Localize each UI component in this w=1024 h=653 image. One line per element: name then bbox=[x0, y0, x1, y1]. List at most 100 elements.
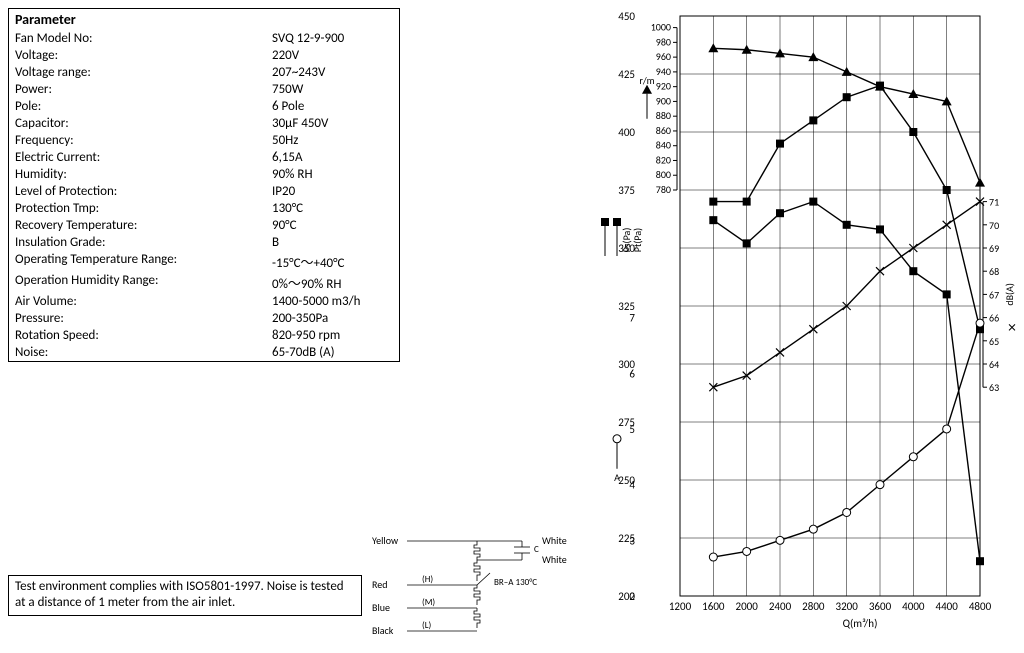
param-value: 65-70dB (A) bbox=[266, 344, 399, 361]
param-value: B bbox=[266, 234, 399, 251]
svg-text:6: 6 bbox=[629, 367, 635, 380]
svg-text:1600: 1600 bbox=[702, 600, 725, 613]
param-label: Operation Humidity Range: bbox=[9, 272, 266, 293]
svg-text:3600: 3600 bbox=[869, 600, 892, 613]
svg-text:5: 5 bbox=[629, 423, 635, 436]
param-value: 6,15A bbox=[266, 149, 399, 166]
param-label: Noise: bbox=[9, 344, 266, 361]
param-value: 130°C bbox=[266, 200, 399, 217]
wiring-label-m: (M) bbox=[422, 597, 435, 608]
svg-text:960: 960 bbox=[656, 50, 671, 63]
param-label: Electric Current: bbox=[9, 149, 266, 166]
wiring-label-blue: Blue bbox=[372, 601, 390, 614]
svg-text:2000: 2000 bbox=[736, 600, 759, 613]
param-row: Humidity:90% RH bbox=[9, 166, 399, 183]
svg-text:70: 70 bbox=[989, 219, 999, 232]
parameter-rows: Fan Model No:SVQ 12-9-900Voltage:220VVol… bbox=[9, 30, 399, 361]
svg-text:4: 4 bbox=[629, 479, 635, 492]
parameter-header: Parameter bbox=[9, 9, 399, 30]
param-row: Voltage:220V bbox=[9, 47, 399, 64]
param-label: Protection Tmp: bbox=[9, 200, 266, 217]
param-label: Capacitor: bbox=[9, 115, 266, 132]
svg-text:400: 400 bbox=[618, 126, 635, 139]
svg-text:Q(m³/h): Q(m³/h) bbox=[843, 617, 878, 630]
param-row: Insulation Grade:B bbox=[9, 234, 399, 251]
wiring-label-c: C bbox=[534, 544, 539, 555]
param-row: Frequency:50Hz bbox=[9, 132, 399, 149]
param-row: Level of Protection:IP20 bbox=[9, 183, 399, 200]
param-label: Frequency: bbox=[9, 132, 266, 149]
svg-text:65: 65 bbox=[989, 335, 999, 348]
svg-text:r/m: r/m bbox=[639, 74, 654, 87]
svg-text:3200: 3200 bbox=[836, 600, 859, 613]
param-row: Capacitor:30μF 450V bbox=[9, 115, 399, 132]
param-label: Voltage: bbox=[9, 47, 266, 64]
param-row: Electric Current:6,15A bbox=[9, 149, 399, 166]
param-row: Pole:6 Pole bbox=[9, 98, 399, 115]
svg-text:7: 7 bbox=[629, 312, 635, 325]
svg-text:980: 980 bbox=[656, 35, 671, 48]
param-value: 1400-5000 m3/h bbox=[266, 293, 399, 310]
param-value: 50Hz bbox=[266, 132, 399, 149]
svg-text:780: 780 bbox=[656, 183, 671, 196]
param-value: 750W bbox=[266, 81, 399, 98]
svg-text:71: 71 bbox=[989, 196, 999, 209]
param-label: Power: bbox=[9, 81, 266, 98]
svg-text:820: 820 bbox=[656, 153, 671, 166]
param-value: 90°C bbox=[266, 217, 399, 234]
param-value: 820-950 rpm bbox=[266, 327, 399, 344]
param-row: Operation Humidity Range:0%～90% RH bbox=[9, 272, 399, 293]
param-value: -15°C～+40°C bbox=[266, 251, 399, 272]
svg-text:880: 880 bbox=[656, 109, 671, 122]
param-label: Operating Temperature Range: bbox=[9, 251, 266, 272]
param-label: Pole: bbox=[9, 98, 266, 115]
param-row: Noise:65-70dB (A) bbox=[9, 344, 399, 361]
svg-text:940: 940 bbox=[656, 65, 671, 78]
svg-text:dB(A): dB(A) bbox=[1003, 283, 1016, 306]
wiring-label-h: (H) bbox=[422, 574, 433, 585]
svg-text:A: A bbox=[614, 471, 620, 484]
param-label: Pressure: bbox=[9, 310, 266, 327]
svg-text:1200: 1200 bbox=[669, 600, 692, 613]
svg-text:920: 920 bbox=[656, 80, 671, 93]
param-label: Rotation Speed: bbox=[9, 327, 266, 344]
svg-text:2800: 2800 bbox=[802, 600, 825, 613]
param-label: Fan Model No: bbox=[9, 30, 266, 47]
svg-text:800: 800 bbox=[656, 168, 671, 181]
wiring-label-red: Red bbox=[372, 578, 387, 591]
svg-text:840: 840 bbox=[656, 139, 671, 152]
param-label: Voltage range: bbox=[9, 64, 266, 81]
param-value: IP20 bbox=[266, 183, 399, 200]
svg-text:Pt(Pa): Pt(Pa) bbox=[631, 228, 644, 252]
svg-text:1000: 1000 bbox=[651, 21, 671, 34]
svg-text:900: 900 bbox=[656, 94, 671, 107]
svg-text:450: 450 bbox=[618, 10, 635, 23]
param-row: Power:750W bbox=[9, 81, 399, 98]
parameter-table: Parameter Fan Model No:SVQ 12-9-900Volta… bbox=[8, 8, 400, 362]
svg-text:4400: 4400 bbox=[936, 600, 959, 613]
param-value: 220V bbox=[266, 47, 399, 64]
wiring-label-breaker: BR–A 130°C bbox=[494, 577, 537, 588]
svg-text:860: 860 bbox=[656, 124, 671, 137]
svg-text:67: 67 bbox=[989, 288, 999, 301]
svg-text:69: 69 bbox=[989, 242, 999, 255]
param-label: Air Volume: bbox=[9, 293, 266, 310]
param-value: 0%～90% RH bbox=[266, 272, 399, 293]
svg-text:63: 63 bbox=[989, 381, 999, 394]
param-row: Fan Model No:SVQ 12-9-900 bbox=[9, 30, 399, 47]
wiring-label-l: (L) bbox=[422, 620, 432, 631]
param-row: Air Volume:1400-5000 m3/h bbox=[9, 293, 399, 310]
param-label: Humidity: bbox=[9, 166, 266, 183]
test-note: Test environment complies with ISO5801-1… bbox=[8, 575, 362, 616]
param-label: Recovery Temperature: bbox=[9, 217, 266, 234]
param-value: 90% RH bbox=[266, 166, 399, 183]
wiring-label-yellow: Yellow bbox=[372, 534, 399, 547]
param-label: Insulation Grade: bbox=[9, 234, 266, 251]
param-row: Pressure:200-350Pa bbox=[9, 310, 399, 327]
svg-text:66: 66 bbox=[989, 312, 999, 325]
svg-text:375: 375 bbox=[618, 184, 635, 197]
wiring-diagram: Yellow C White White BR–A 130°C Red (H) … bbox=[362, 533, 572, 653]
param-value: 207~243V bbox=[266, 64, 399, 81]
param-value: 30μF 450V bbox=[266, 115, 399, 132]
param-row: Operating Temperature Range:-15°C～+40°C bbox=[9, 251, 399, 272]
